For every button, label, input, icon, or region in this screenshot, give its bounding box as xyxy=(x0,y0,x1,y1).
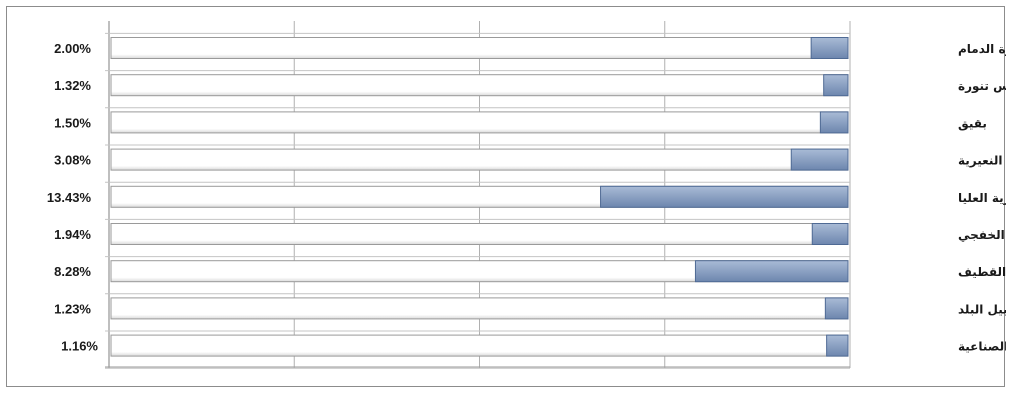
bar-track xyxy=(110,148,849,171)
data-label: 2.00% xyxy=(54,41,91,56)
bar-track xyxy=(110,223,849,245)
chart-frame: حاضرة الدمام 2.00% رأس تنورة 1.32% بقيق 1.50%… xyxy=(6,6,1006,387)
bar xyxy=(694,260,849,283)
category-label: قرية العليا xyxy=(958,191,1006,205)
data-label: 8.28% xyxy=(54,264,91,279)
category-label: الجبيل البلد xyxy=(958,302,1006,316)
bar xyxy=(826,334,849,357)
data-label: 1.23% xyxy=(54,301,91,316)
category-label: النعيرية xyxy=(958,154,1002,168)
category-label: بقيق xyxy=(958,116,987,130)
data-label: 1.32% xyxy=(54,78,91,93)
bar-track xyxy=(110,111,849,134)
bar-track xyxy=(110,74,849,97)
bar-chart: حاضرة الدمام 2.00% رأس تنورة 1.32% بقيق 1.50%… xyxy=(47,21,1006,369)
data-label: 1.16% xyxy=(61,339,98,354)
data-label: 13.43% xyxy=(47,190,92,205)
bar xyxy=(790,148,849,171)
bar-track xyxy=(110,297,849,320)
bars xyxy=(110,37,849,357)
category-label: القطيف xyxy=(958,265,1006,279)
category-label: رأس تنورة xyxy=(958,78,1006,94)
bar-track xyxy=(110,37,849,59)
bar xyxy=(824,297,849,320)
data-label: 1.94% xyxy=(54,227,91,242)
category-label: الجبيل الصناعية xyxy=(958,340,1006,354)
bar-track xyxy=(110,334,849,357)
bar xyxy=(811,223,849,245)
data-label: 1.50% xyxy=(54,115,91,130)
bar xyxy=(823,74,849,97)
grid-lines xyxy=(105,21,851,369)
category-label: حاضرة الدمام xyxy=(958,42,1006,57)
data-label: 3.08% xyxy=(54,153,91,168)
category-label: الخفجي xyxy=(958,228,1005,242)
bar xyxy=(600,185,849,208)
bar xyxy=(810,37,849,59)
labels: حاضرة الدمام 2.00% رأس تنورة 1.32% بقيق 1.50%… xyxy=(47,41,1006,354)
bar xyxy=(819,111,849,134)
